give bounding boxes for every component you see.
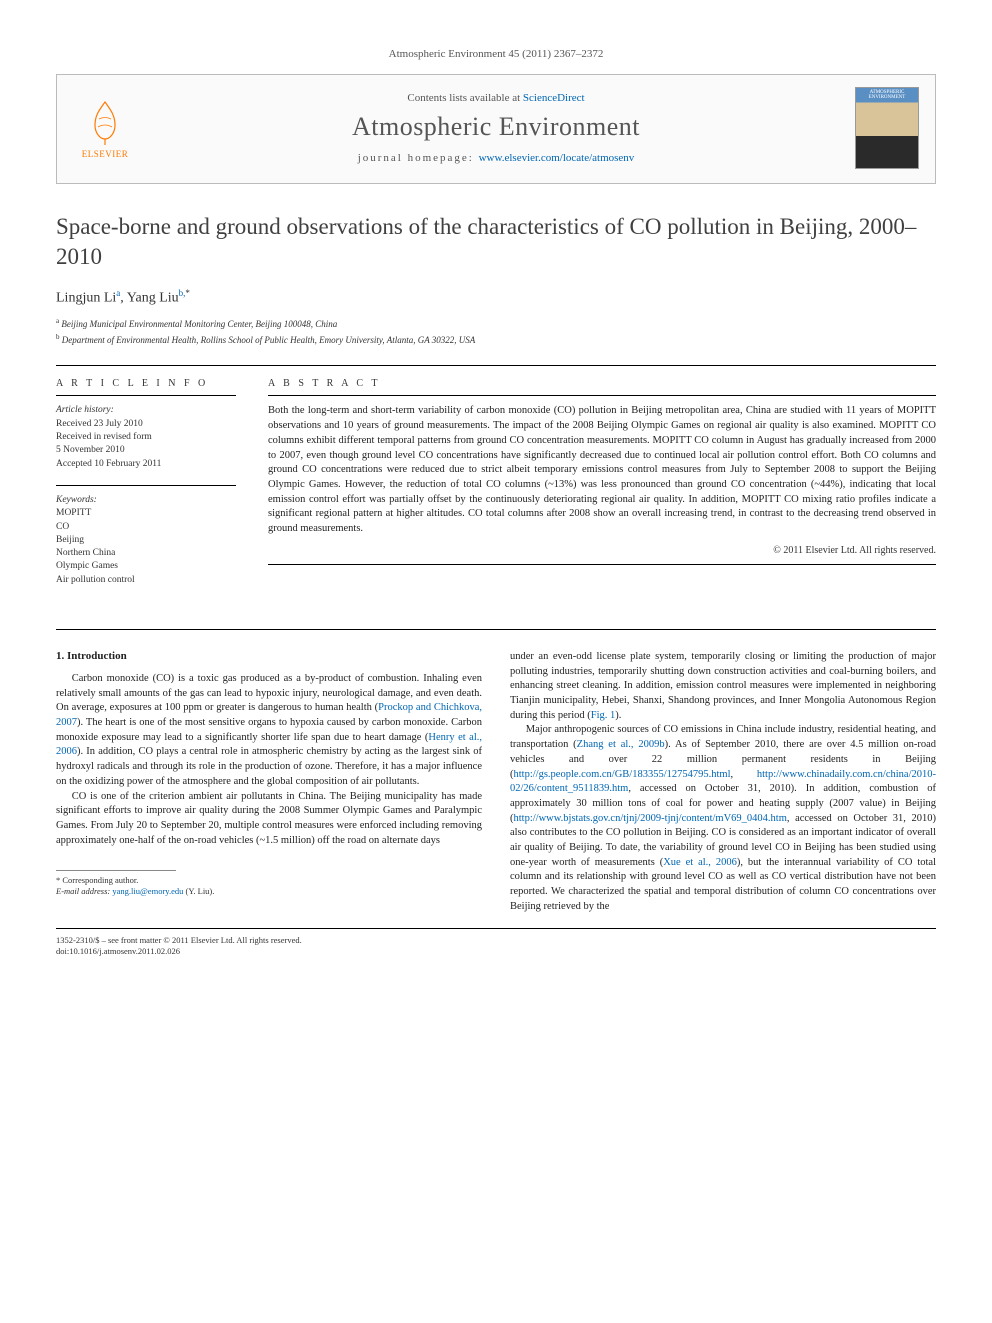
- elsevier-label: ELSEVIER: [82, 149, 129, 159]
- body-paragraph: CO is one of the criterion ambient air p…: [56, 790, 482, 849]
- article-info-heading: A R T I C L E I N F O: [56, 378, 236, 389]
- body-paragraph: under an even-odd license plate system, …: [510, 650, 936, 723]
- abstract-text: Both the long-term and short-term variab…: [268, 404, 936, 536]
- divider: [268, 395, 936, 396]
- journal-homepage-link[interactable]: www.elsevier.com/locate/atmosenv: [479, 152, 635, 164]
- section-heading-intro: 1. Introduction: [56, 650, 482, 662]
- running-header: Atmospheric Environment 45 (2011) 2367–2…: [56, 48, 936, 60]
- journal-name: Atmospheric Environment: [137, 112, 855, 142]
- figure-reference[interactable]: Fig. 1: [591, 710, 616, 721]
- divider: [56, 395, 236, 396]
- elsevier-tree-icon: [80, 97, 130, 147]
- url-link[interactable]: http://www.bjstats.gov.cn/tjnj/2009-tjnj…: [514, 813, 787, 824]
- journal-homepage: journal homepage: www.elsevier.com/locat…: [137, 152, 855, 164]
- article-history: Article history: Received 23 July 2010 R…: [56, 404, 236, 470]
- author-1: Lingjun Li: [56, 290, 116, 305]
- keywords: Keywords: MOPITT CO Beijing Northern Chi…: [56, 494, 236, 587]
- footnotes: * Corresponding author. E-mail address: …: [56, 870, 482, 897]
- divider: [56, 629, 936, 630]
- bottom-publication-info: 1352-2310/$ – see front matter © 2011 El…: [56, 935, 936, 957]
- elsevier-logo[interactable]: ELSEVIER: [73, 92, 137, 164]
- authors-line: Lingjun Lia, Yang Liub,*: [56, 288, 936, 307]
- copyright: © 2011 Elsevier Ltd. All rights reserved…: [268, 545, 936, 556]
- abstract-heading: A B S T R A C T: [268, 378, 936, 389]
- journal-cover-thumb: ATMOSPHERIC ENVIRONMENT: [855, 87, 919, 169]
- divider: [56, 928, 936, 929]
- article-title: Space-borne and ground observations of t…: [56, 212, 936, 272]
- divider: [268, 564, 936, 565]
- author-2: Yang Liu: [127, 290, 179, 305]
- divider: [56, 365, 936, 366]
- contents-available: Contents lists available at ScienceDirec…: [137, 92, 855, 104]
- citation-link[interactable]: Xue et al., 2006: [663, 857, 737, 868]
- sciencedirect-link[interactable]: ScienceDirect: [523, 92, 585, 104]
- body-paragraph: Major anthropogenic sources of CO emissi…: [510, 723, 936, 914]
- citation-link[interactable]: Zhang et al., 2009b: [577, 739, 665, 750]
- email-link[interactable]: yang.liu@emory.edu: [112, 886, 183, 896]
- journal-header-box: ELSEVIER Contents lists available at Sci…: [56, 74, 936, 184]
- divider: [56, 485, 236, 486]
- url-link[interactable]: http://gs.people.com.cn/GB/183355/127547…: [514, 769, 731, 780]
- body-paragraph: Carbon monoxide (CO) is a toxic gas prod…: [56, 672, 482, 790]
- affiliations: a Beijing Municipal Environmental Monito…: [56, 316, 936, 347]
